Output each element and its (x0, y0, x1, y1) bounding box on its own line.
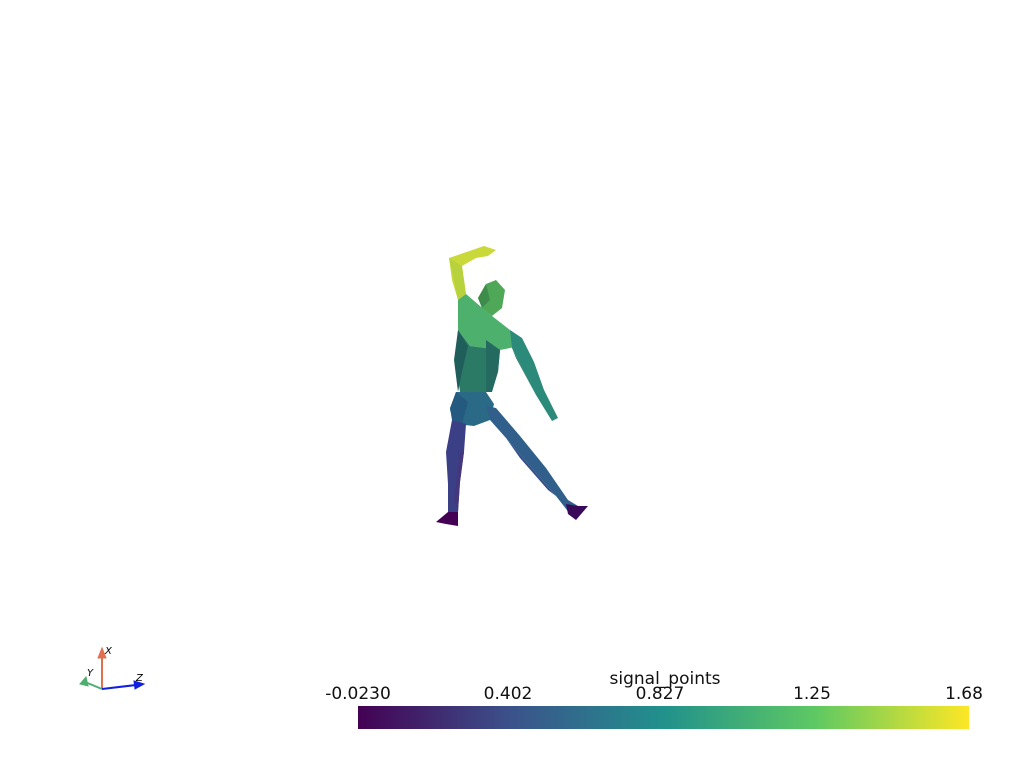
x-axis-label: X (104, 646, 113, 657)
scalar-bar-tick: 0.827 (635, 684, 685, 704)
y-axis-arrow-icon (79, 675, 89, 687)
y-axis-label: Y (87, 668, 94, 679)
scalar-bar-title: signal_points (609, 669, 721, 689)
mesh-chest-dark (454, 330, 468, 392)
scalar-bar-tick: 1.25 (793, 684, 831, 704)
mesh-torso-side (486, 340, 500, 392)
mesh-foot-left (436, 512, 458, 526)
mesh-leg-standing-shade (454, 452, 464, 512)
mesh-head-shade (478, 284, 490, 308)
mesh-leg-standing (446, 420, 466, 514)
scalar-bar-tick: 1.68 (945, 684, 983, 704)
orientation-axes-widget: X Y Z (79, 646, 146, 690)
mesh-foot-right (566, 504, 588, 520)
scalar-bar-gradient (358, 706, 969, 729)
scalar-bar-tick: 0.402 (483, 684, 533, 704)
z-axis-label: Z (135, 673, 144, 684)
mesh-hips-shade (450, 392, 468, 424)
scalar-bar-tick: -0.0230 (325, 684, 391, 704)
mesh-shoulder (458, 294, 520, 350)
z-axis-arrow-icon (133, 680, 146, 690)
mesh-leg-extended (486, 406, 578, 514)
x-axis-arrow-icon (97, 646, 107, 659)
mesh-raised-forearm (449, 258, 466, 300)
mesh-hanging-arm (510, 330, 558, 421)
z-axis-line (101, 684, 137, 690)
